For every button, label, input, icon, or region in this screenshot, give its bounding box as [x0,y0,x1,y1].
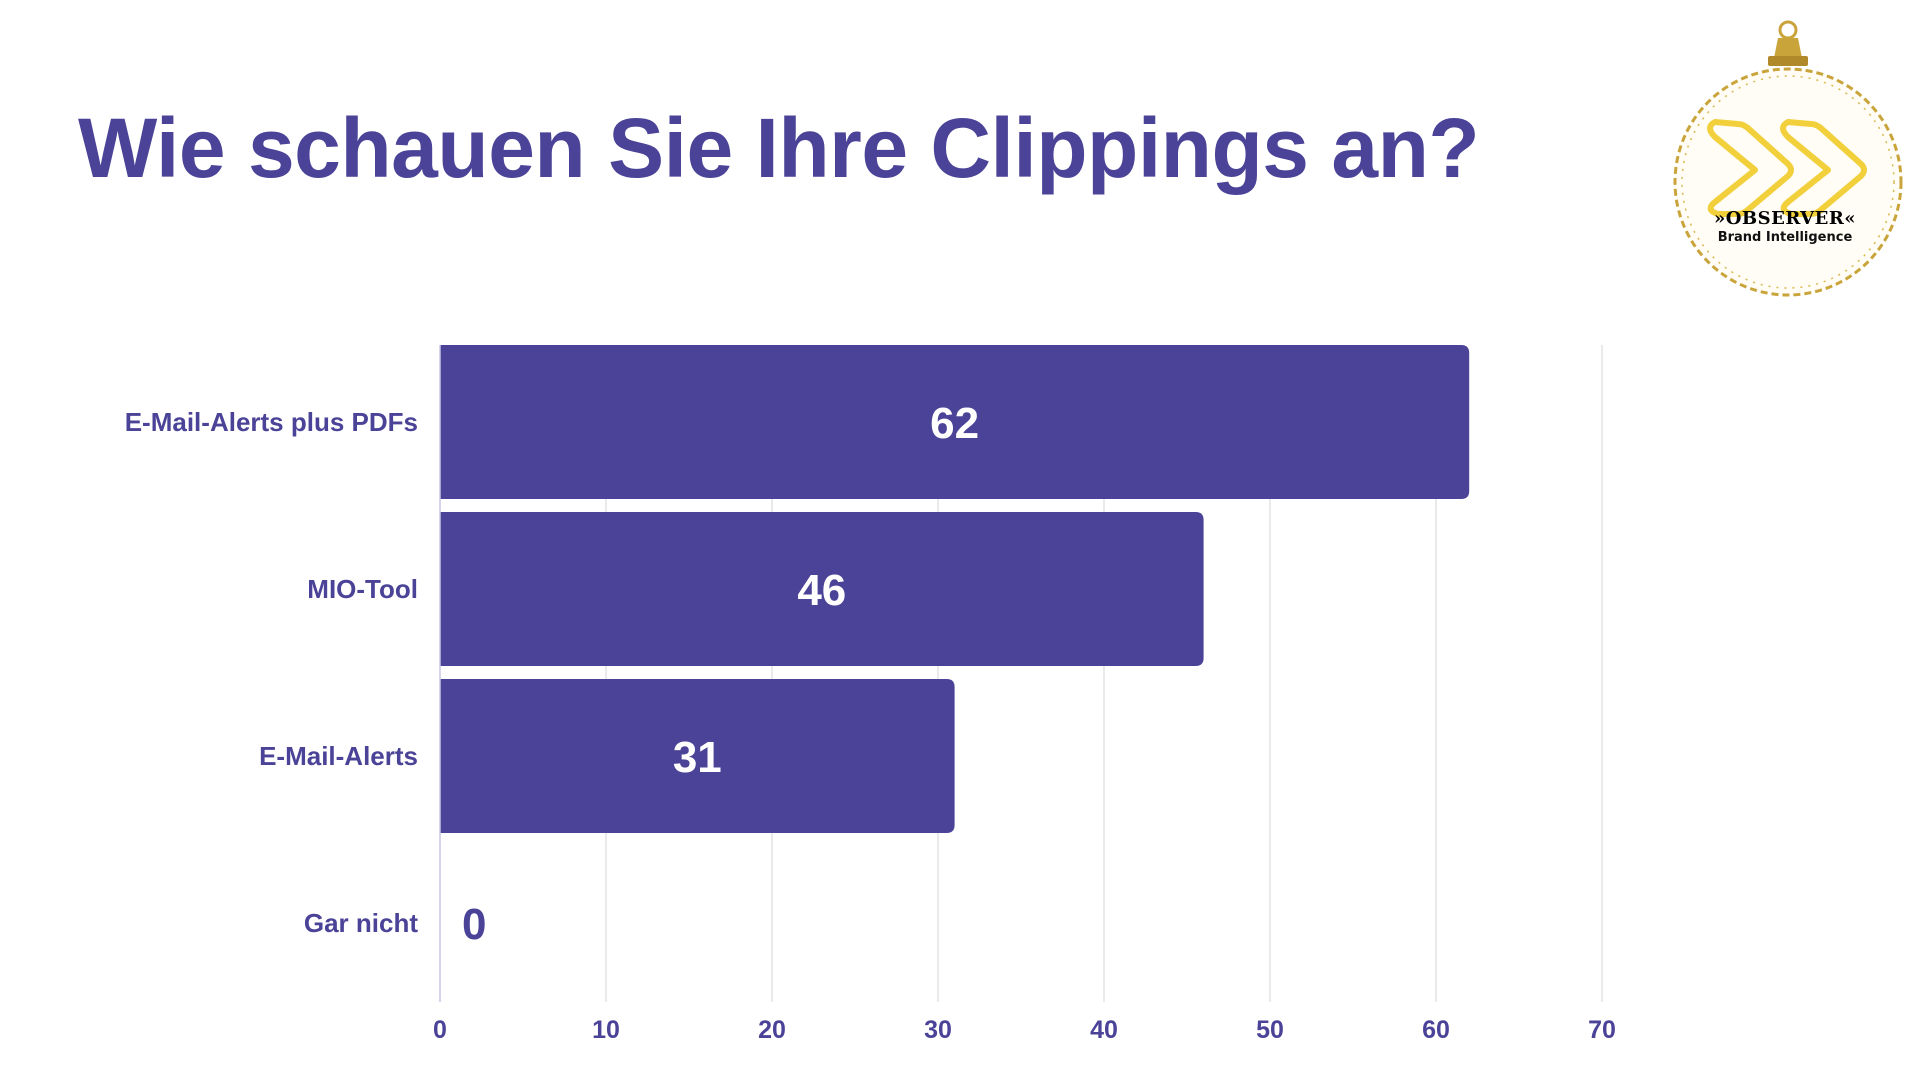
value-labels: 62 46 31 0 [462,399,979,949]
category-label: MIO-Tool [307,574,418,604]
x-axis-tick-labels: 0 10 20 30 40 50 60 70 [433,1016,1616,1044]
x-tick-label: 30 [924,1016,952,1044]
x-tick-label: 40 [1090,1016,1118,1044]
value-label: 0 [462,900,486,949]
x-tick-label: 50 [1256,1016,1284,1044]
observer-logo: »OBSERVER« Brand Intelligence [1660,12,1910,302]
bar [440,512,1204,666]
category-label: Gar nicht [304,908,418,938]
x-tick-label: 10 [592,1016,620,1044]
x-tick-label: 60 [1422,1016,1450,1044]
category-label: E-Mail-Alerts plus PDFs [125,407,418,437]
page-title: Wie schauen Sie Ihre Clippings an? [78,101,1480,195]
bar [440,679,955,833]
x-tick-label: 0 [433,1016,447,1044]
logo-brand-name: »OBSERVER« [1713,208,1857,229]
logo-tagline: Brand Intelligence [1717,230,1853,245]
bars [440,345,1470,833]
bar [440,345,1470,499]
ornament-chevron-icon [1673,20,1903,297]
value-label: 62 [930,399,979,448]
value-label: 46 [797,566,846,615]
category-label: E-Mail-Alerts [259,741,418,771]
category-labels: E-Mail-Alerts plus PDFs MIO-Tool E-Mail-Al… [125,407,419,938]
x-tick-label: 70 [1588,1016,1616,1044]
x-tick-label: 20 [758,1016,786,1044]
value-label: 31 [673,733,722,782]
